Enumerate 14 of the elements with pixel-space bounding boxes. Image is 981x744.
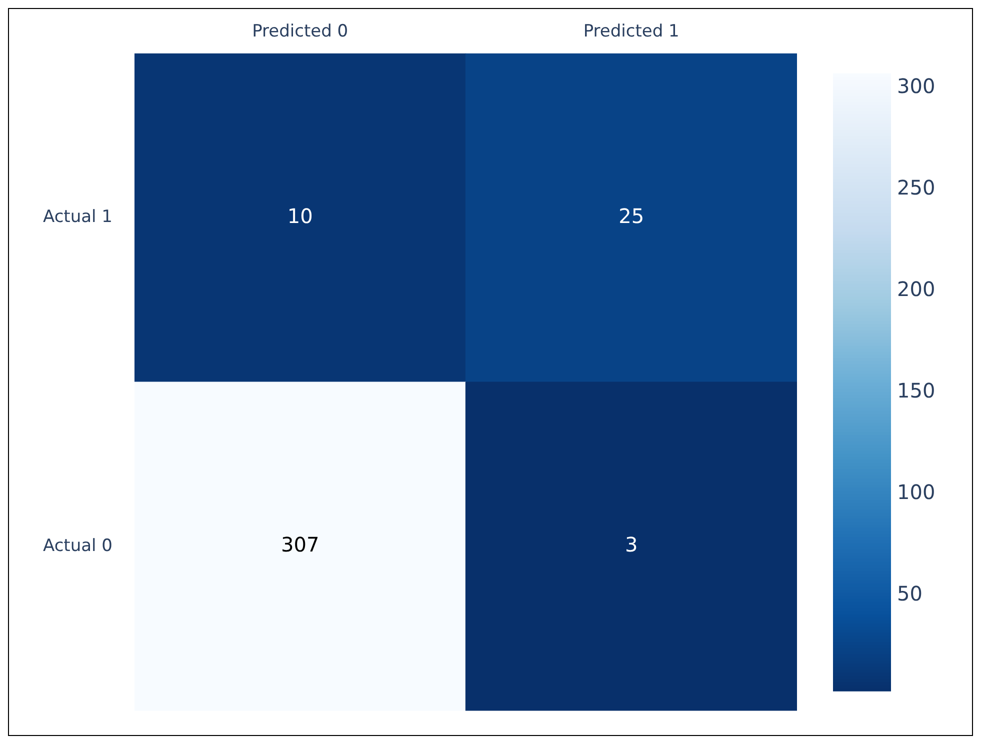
x-tick-label: Predicted 0 <box>252 22 348 42</box>
color-bar-label: 100 <box>897 480 936 504</box>
color-bar-label: 50 <box>897 582 922 606</box>
y-tick-label: Actual 1 <box>42 207 112 228</box>
color-bar-label: 300 <box>897 74 936 98</box>
data-label: 307 <box>281 532 320 557</box>
x-tick-label: Predicted 1 <box>583 22 680 42</box>
color-bar-label: 250 <box>897 175 936 200</box>
color-bar-label: 200 <box>897 276 936 301</box>
data-label: 10 <box>287 204 313 228</box>
data-label: 3 <box>625 532 638 557</box>
y-tick-label: Actual 0 <box>42 536 112 556</box>
data-label: 25 <box>618 204 644 228</box>
color-bar-label: 150 <box>897 378 936 402</box>
